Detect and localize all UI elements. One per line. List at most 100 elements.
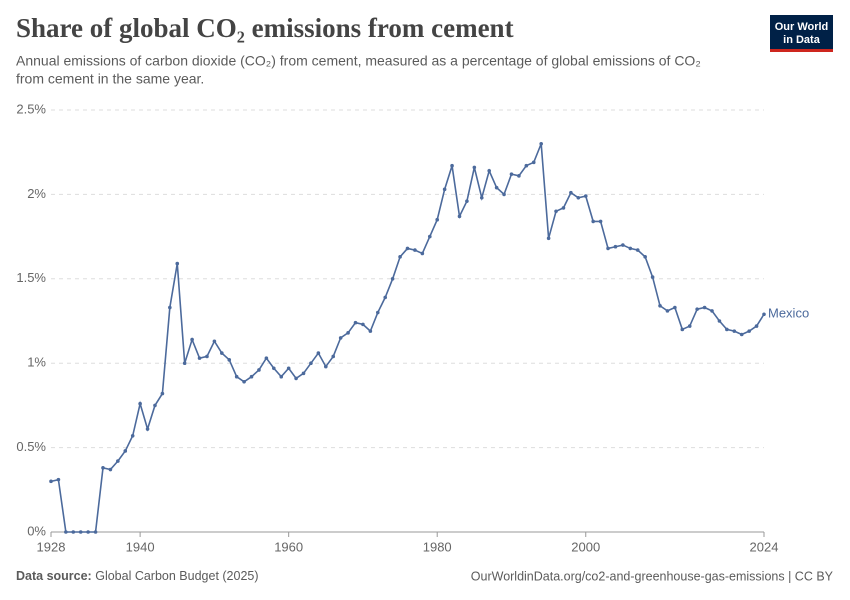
point (182, 361, 187, 366)
point (754, 324, 759, 328)
point (108, 467, 113, 472)
point (190, 337, 194, 342)
point (398, 255, 402, 259)
point (220, 351, 224, 355)
point (613, 244, 618, 249)
point (739, 332, 744, 337)
line (50, 143, 765, 533)
logo-text: in Data (783, 34, 821, 46)
point (598, 219, 603, 224)
point (450, 163, 454, 168)
source-url[interactable]: OurWorldinData.org/co2-and-greenhouse-ga… (471, 569, 834, 583)
point (294, 376, 298, 381)
point (427, 234, 432, 239)
point (160, 391, 165, 396)
point (309, 361, 313, 366)
point (257, 368, 261, 372)
point (725, 327, 729, 332)
point (56, 477, 61, 482)
point (442, 187, 447, 192)
point (101, 466, 105, 470)
point (64, 530, 68, 534)
point (517, 174, 521, 178)
source-text: Global Carbon Budget (2025) (95, 569, 258, 583)
point (197, 356, 202, 360)
point (145, 427, 150, 431)
point (353, 320, 358, 325)
point (49, 479, 53, 484)
point (554, 209, 558, 214)
point (368, 329, 373, 333)
x-tick-label: 1960 (274, 539, 303, 554)
point (316, 351, 321, 355)
point (234, 374, 239, 379)
point (390, 277, 395, 281)
point (212, 339, 217, 344)
point (524, 163, 529, 168)
point (346, 331, 350, 335)
point (93, 530, 98, 534)
point (383, 295, 388, 300)
point (539, 141, 543, 146)
point (479, 195, 484, 200)
point (413, 248, 417, 252)
point (286, 366, 291, 371)
x-tick-label: 1980 (423, 539, 452, 554)
point (116, 459, 120, 463)
point (338, 336, 343, 340)
y-tick-label: 1% (27, 355, 46, 370)
point (621, 243, 625, 247)
point (272, 366, 276, 371)
series-label: Mexico (768, 306, 809, 321)
point (405, 246, 410, 251)
point (138, 401, 142, 406)
point (494, 185, 499, 190)
point (502, 192, 506, 197)
point (531, 160, 536, 165)
point (762, 312, 766, 317)
point (86, 530, 90, 534)
point (628, 246, 633, 251)
point (279, 374, 284, 379)
x-tick-label: 2000 (571, 539, 600, 554)
point (242, 379, 246, 384)
logo-text: Our World (775, 21, 829, 33)
point (227, 358, 232, 362)
point (205, 354, 209, 359)
point (583, 194, 588, 198)
point (673, 305, 677, 310)
subtitle: from cement in the same year. (16, 71, 204, 87)
point (717, 319, 722, 323)
point (509, 172, 514, 176)
source-label: Data source: (16, 569, 92, 583)
point (710, 309, 714, 313)
chart-title: Share of global CO₂ emissions from cemen… (16, 13, 514, 43)
point (331, 354, 336, 359)
subtitle: Annual emissions of carbon dioxide (CO₂)… (16, 53, 701, 69)
y-tick-label: 2% (27, 186, 46, 201)
point (324, 364, 328, 369)
point (71, 530, 76, 534)
point (375, 310, 380, 315)
point (643, 255, 647, 259)
source: Data source: Global Carbon Budget (2025) (16, 569, 259, 583)
point (665, 309, 670, 313)
point (687, 324, 692, 328)
point (78, 530, 83, 534)
point (465, 199, 469, 203)
point (680, 327, 685, 332)
point (606, 246, 610, 251)
point (420, 251, 425, 256)
point (658, 304, 662, 308)
point (569, 190, 573, 195)
point (361, 322, 365, 327)
y-tick-label: 0% (27, 523, 46, 538)
x-tick-label: 2024 (750, 539, 779, 554)
y-tick-label: 0.5% (16, 439, 46, 454)
point (650, 275, 655, 279)
logo-bar (770, 49, 833, 52)
logo-box[interactable] (770, 15, 833, 52)
point (591, 219, 595, 224)
point (264, 356, 269, 360)
point (747, 329, 751, 333)
